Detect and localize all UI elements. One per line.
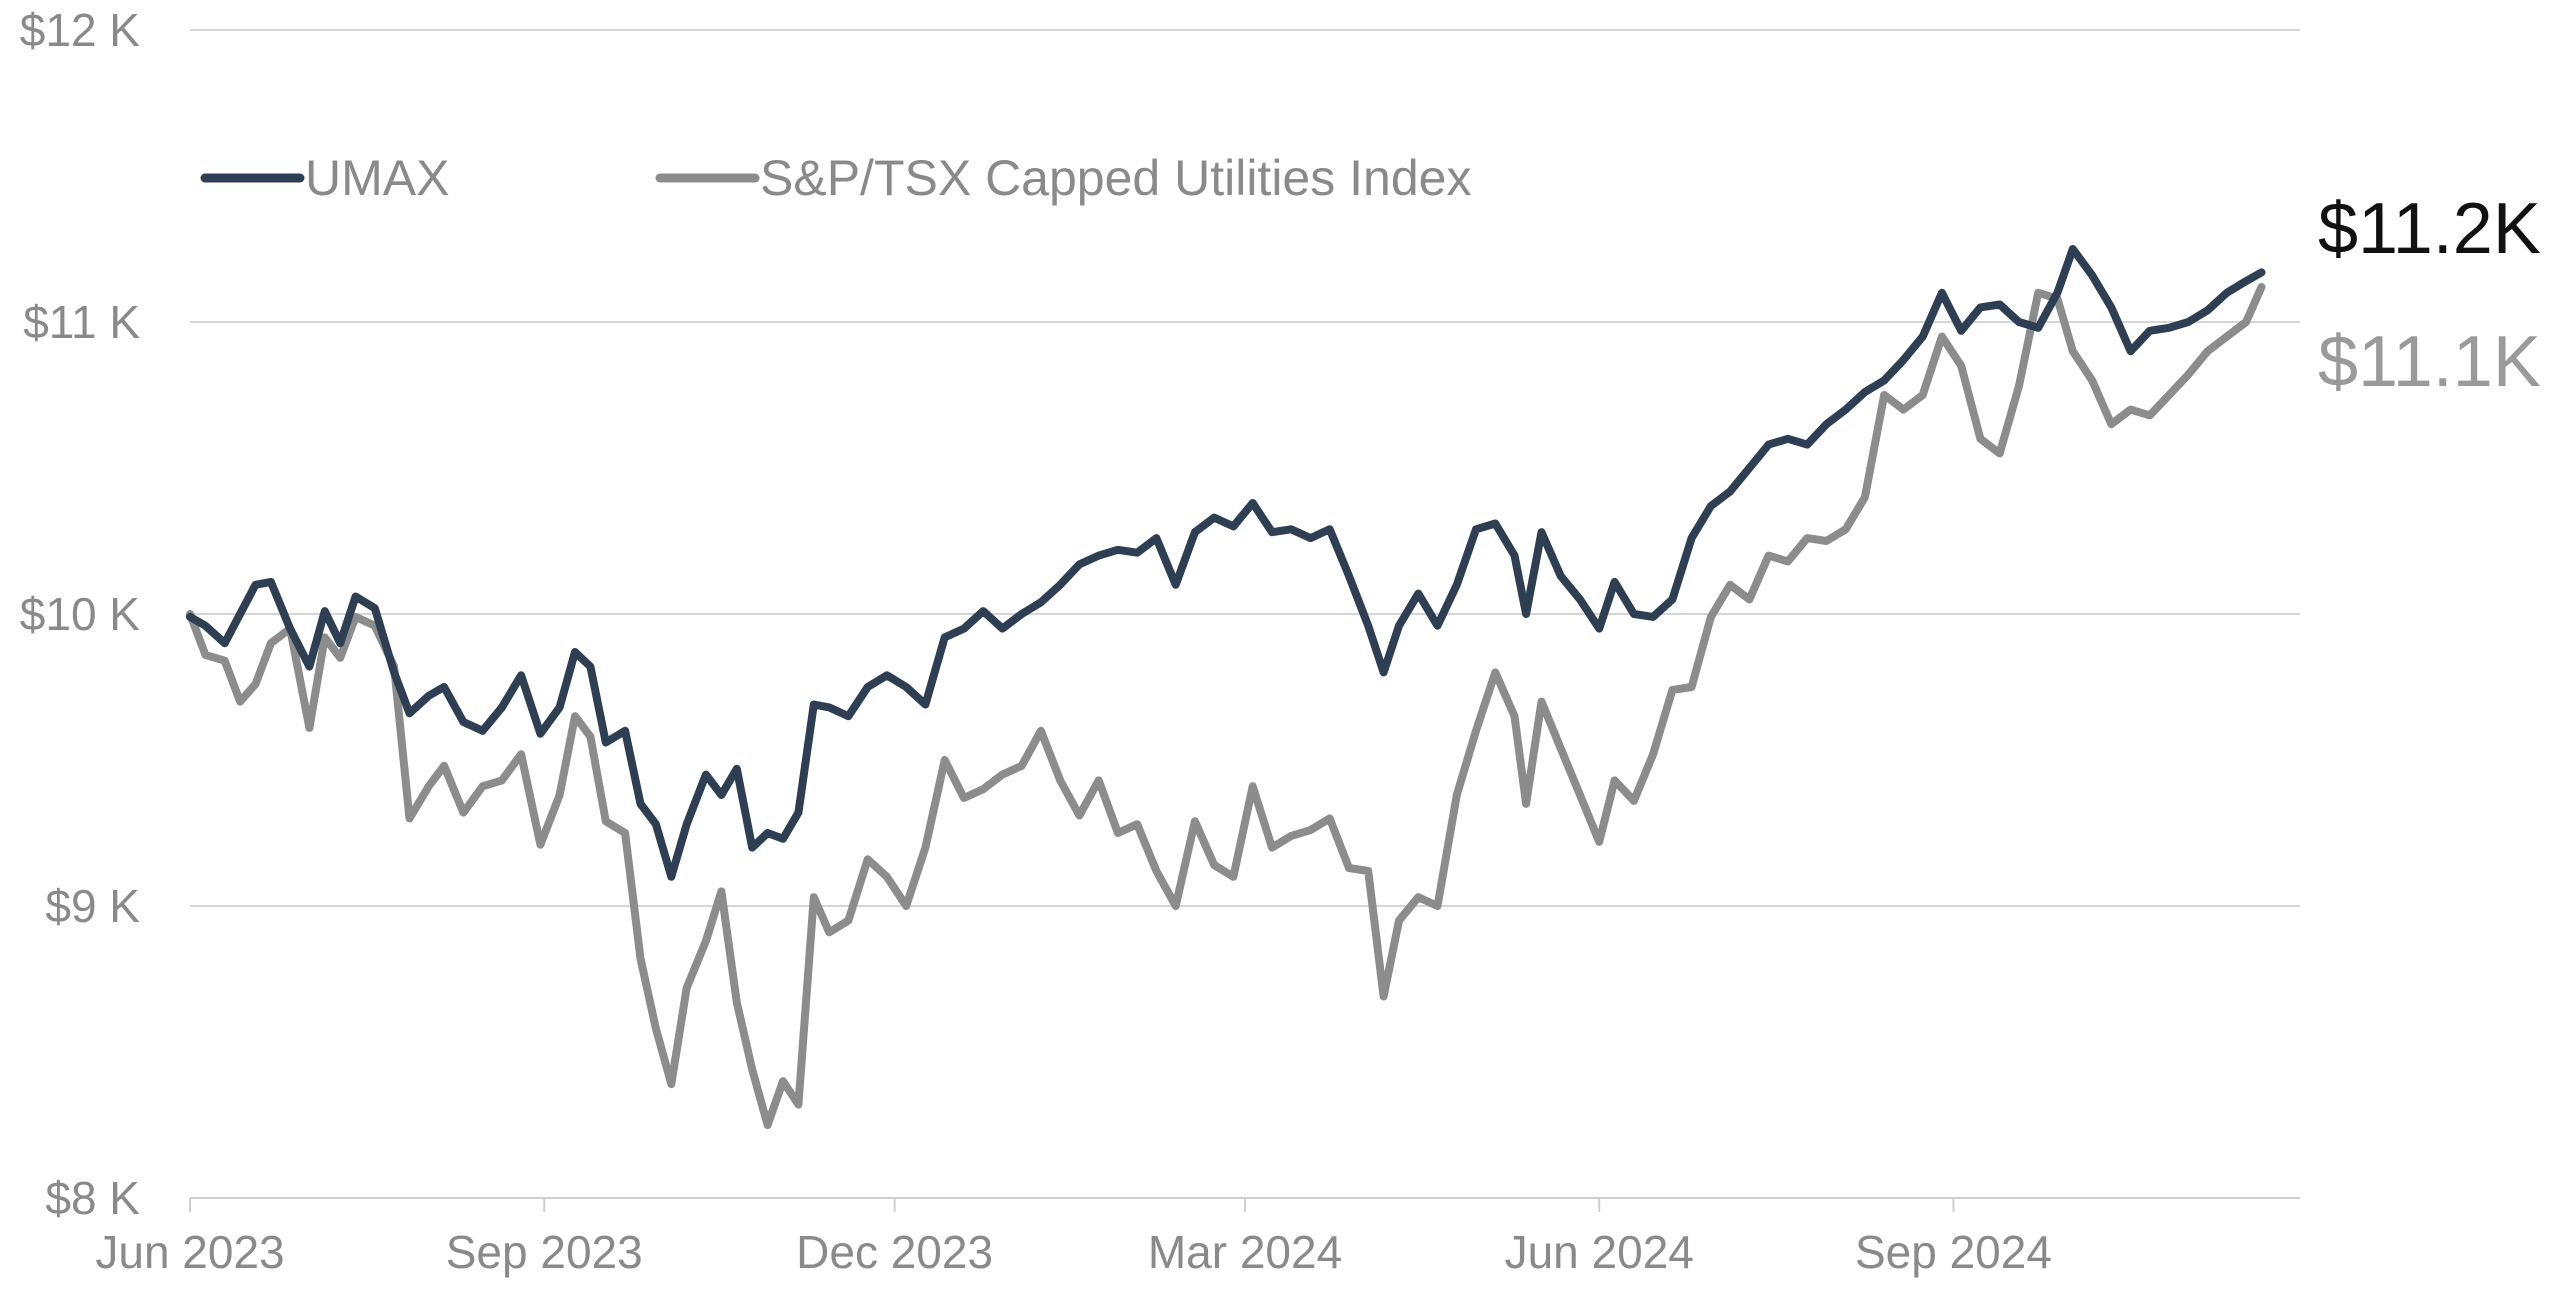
- x-tick-label: Jun 2023: [95, 1226, 284, 1278]
- x-tick-label: Mar 2024: [1148, 1226, 1342, 1278]
- y-tick-label: $9 K: [45, 880, 140, 932]
- x-axis: Jun 2023 Sep 2023 Dec 2023 Mar 2024 Jun 2024…: [95, 1197, 2300, 1278]
- x-tick-label: Jun 2024: [1505, 1226, 1694, 1278]
- y-tick-label: $8 K: [45, 1172, 140, 1224]
- y-axis-labels: $12 K $11 K $10 K $9 K $8 K: [20, 4, 141, 1224]
- y-tick-label: $10 K: [20, 588, 141, 640]
- y-tick-label: $12 K: [20, 4, 141, 56]
- legend-label: S&P/TSX Capped Utilities Index: [760, 150, 1471, 206]
- end-value-label: $11.2K: [2318, 189, 2541, 269]
- series-line-umax: [186, 245, 2266, 881]
- series-line-index: [186, 283, 2266, 1129]
- y-tick-label: $11 K: [23, 296, 140, 348]
- series-lines: [186, 245, 2266, 1129]
- x-tick-label: Dec 2023: [796, 1226, 993, 1278]
- x-tick-label: Sep 2023: [446, 1226, 643, 1278]
- legend-label: UMAX: [305, 150, 449, 206]
- legend: UMAX S&P/TSX Capped Utilities Index: [200, 150, 1471, 206]
- end-value-label: $11.1K: [2318, 322, 2541, 402]
- x-tick-label: Sep 2024: [1855, 1226, 2052, 1278]
- end-value-labels: $11.2K $11.1K: [2318, 189, 2541, 402]
